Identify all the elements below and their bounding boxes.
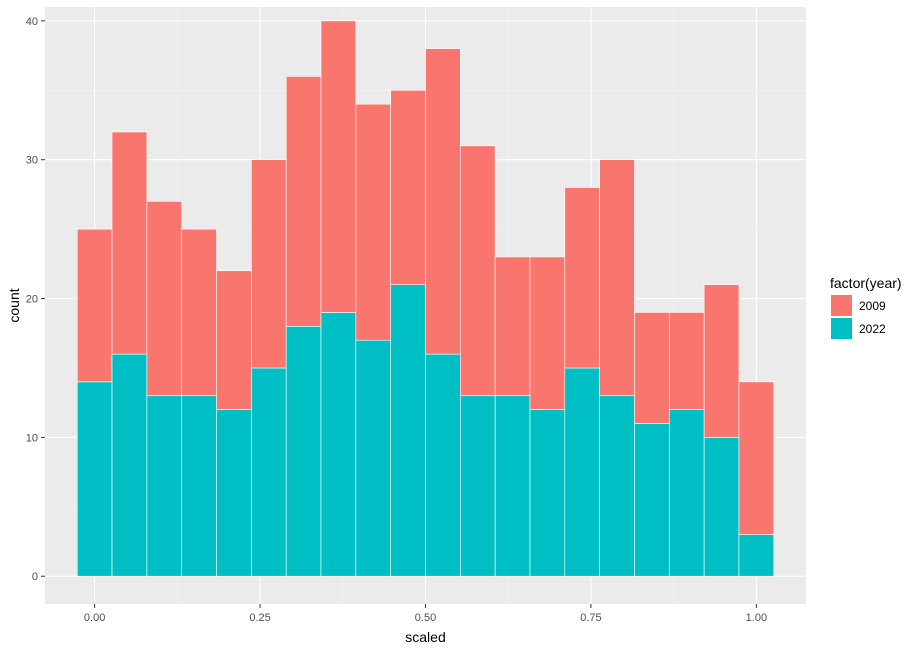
bar-2022-bin-7: [285, 326, 322, 577]
bar-2022-bin-6: [251, 367, 287, 577]
bar-2022-bin-4: [181, 395, 217, 577]
y-tick-label: 40: [26, 16, 38, 28]
bar-2022-bin-16: [599, 395, 635, 577]
legend-items: 2009 2022: [831, 295, 886, 339]
bar-2022-bin-17: [634, 423, 670, 577]
bar-2022-bin-13: [494, 395, 531, 577]
bar-2009-bin-16: [599, 159, 635, 397]
bar-2009-bin-5: [216, 270, 252, 410]
bar-2022-bin-3: [146, 395, 183, 577]
y-tick-label: 0: [32, 571, 38, 583]
legend-swatch-2022: [831, 318, 852, 339]
bar-2009-bin-8: [320, 20, 357, 313]
legend-title: factor(year): [830, 275, 902, 291]
bar-2009-bin-13: [494, 256, 531, 397]
bar-2022-bin-20: [738, 534, 775, 577]
bar-2009-bin-6: [251, 159, 287, 369]
bar-2009-bin-17: [634, 312, 670, 424]
bar-2009-bin-9: [355, 103, 391, 341]
x-tick-label: 1.00: [746, 612, 767, 624]
legend: factor(year) 2009 2022: [830, 275, 902, 339]
bar-2009-bin-3: [146, 201, 183, 397]
bar-2009-bin-18: [668, 312, 705, 410]
bar-2009-bin-20: [738, 381, 775, 535]
bar-2009-bin-1: [76, 228, 113, 383]
bar-2022-bin-1: [76, 381, 113, 577]
bar-2022-bin-11: [425, 353, 461, 577]
bar-2009-bin-4: [181, 228, 217, 397]
bars: [76, 20, 775, 577]
x-tick-label: 0.75: [580, 612, 601, 624]
bar-2009-bin-12: [460, 145, 496, 397]
bar-2022-bin-2: [111, 353, 148, 577]
bar-2022-bin-8: [320, 312, 357, 577]
bar-2009-bin-11: [425, 48, 461, 355]
bar-2009-bin-7: [285, 76, 322, 327]
x-tick-label: 0.25: [249, 612, 270, 624]
bar-2022-bin-12: [460, 395, 496, 577]
y-axis: 0 10 20 30 40: [26, 16, 45, 583]
y-tick-label: 10: [26, 432, 38, 444]
x-tick-label: 0.00: [84, 612, 105, 624]
bar-2022-bin-19: [703, 437, 740, 577]
bar-2009-bin-19: [703, 284, 740, 438]
x-axis-title: scaled: [405, 629, 445, 645]
bar-2022-bin-18: [668, 409, 705, 577]
bar-2022-bin-15: [564, 367, 600, 577]
legend-label-2009: 2009: [859, 299, 886, 313]
y-axis-title: count: [6, 288, 22, 322]
y-tick-label: 30: [26, 155, 38, 167]
y-tick-label: 20: [26, 294, 38, 306]
bar-2009-bin-14: [529, 256, 566, 410]
legend-swatch-2009: [831, 295, 852, 316]
x-tick-label: 0.50: [415, 612, 436, 624]
bar-2022-bin-5: [216, 409, 252, 577]
bar-2009-bin-2: [111, 131, 148, 355]
bar-2009-bin-10: [390, 90, 426, 285]
bar-2009-bin-15: [564, 187, 600, 369]
legend-label-2022: 2022: [859, 322, 886, 336]
bar-2022-bin-9: [355, 339, 391, 577]
bar-2022-bin-10: [390, 284, 426, 577]
x-axis: 0.00 0.25 0.50 0.75 1.00: [84, 604, 767, 624]
bar-2022-bin-14: [529, 409, 566, 577]
